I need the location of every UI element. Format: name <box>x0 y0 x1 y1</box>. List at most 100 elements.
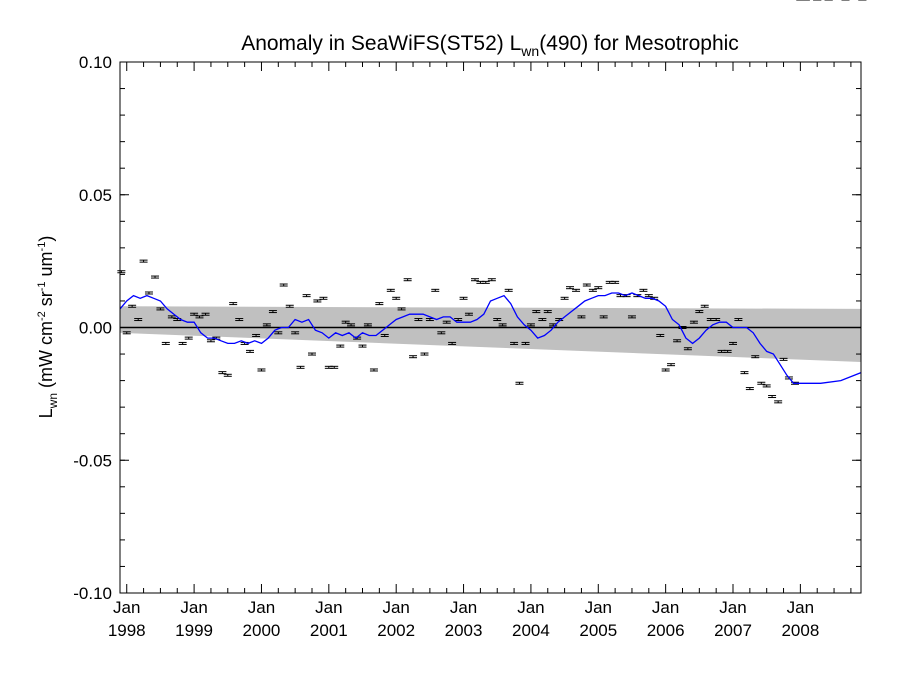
x-tick-month: Jan <box>315 598 342 617</box>
ylabel-units-open: (mW cm <box>36 321 56 393</box>
data-point <box>296 365 305 369</box>
data-point <box>510 341 519 345</box>
data-point <box>161 341 170 345</box>
x-tick-month: Jan <box>382 598 409 617</box>
data-point <box>639 288 648 292</box>
data-point <box>487 278 496 282</box>
data-point <box>700 304 709 308</box>
data-point <box>689 320 698 324</box>
ylabel-exp3: -1 <box>36 242 48 252</box>
x-tick-year: 2007 <box>714 621 752 640</box>
data-point <box>521 341 530 345</box>
uncertainty-band-layer <box>120 306 861 363</box>
data-point <box>414 318 423 322</box>
y-tick-label: -0.05 <box>73 451 112 470</box>
data-point <box>560 296 569 300</box>
data-point <box>762 384 771 388</box>
data-point <box>190 312 199 316</box>
data-point <box>751 355 760 359</box>
data-point <box>122 331 131 335</box>
data-point <box>515 381 524 385</box>
data-point <box>274 331 283 335</box>
data-point <box>201 312 210 316</box>
x-tick-year: 2008 <box>781 621 819 640</box>
data-point <box>268 310 277 314</box>
ylabel-main: L <box>36 408 56 418</box>
data-point <box>319 296 328 300</box>
x-tick-year: 2000 <box>243 621 281 640</box>
data-point <box>223 373 232 377</box>
data-point <box>229 302 238 306</box>
data-point <box>134 318 143 322</box>
data-point <box>729 341 738 345</box>
data-point <box>302 294 311 298</box>
data-point <box>363 323 372 327</box>
data-point <box>257 368 266 372</box>
data-point <box>235 318 244 322</box>
data-point <box>380 333 389 337</box>
y-axis-label: Lwn (mW cm-2 sr-1 um-1) <box>36 236 60 419</box>
data-point <box>459 296 468 300</box>
data-point <box>464 312 473 316</box>
data-point <box>588 288 597 292</box>
x-tick-year: 2002 <box>377 621 415 640</box>
data-point <box>330 365 339 369</box>
ylabel-exp2: -1 <box>36 281 48 291</box>
data-point <box>582 283 591 287</box>
title-main: Anomaly in SeaWiFS(ST52) L <box>241 32 521 55</box>
data-point <box>667 363 676 367</box>
data-points-layer <box>117 0 867 404</box>
x-tick-year: 2004 <box>512 621 550 640</box>
title-subscript: wn <box>520 43 539 59</box>
x-tick-month: Jan <box>517 598 544 617</box>
data-point <box>572 288 581 292</box>
axes-layer: -0.10 -0.05 0.00 0.05 0.10 Jan 1998 Jan 1999 Jan 2… <box>73 53 862 640</box>
data-point <box>543 310 552 314</box>
data-point <box>144 291 153 295</box>
data-point <box>397 307 406 311</box>
data-point <box>262 323 271 327</box>
data-point <box>774 400 783 404</box>
title-tail: (490) for Mesotrophic <box>539 32 739 55</box>
data-point <box>128 304 137 308</box>
data-point <box>526 323 535 327</box>
y-tick-label: -0.10 <box>73 584 112 603</box>
data-point <box>538 318 547 322</box>
data-point <box>757 381 766 385</box>
data-point <box>644 294 653 298</box>
data-point <box>151 275 160 279</box>
data-point <box>493 318 502 322</box>
data-point <box>117 270 126 274</box>
x-tick-month: Jan <box>248 598 275 617</box>
data-point <box>740 371 749 375</box>
x-tick-month: Jan <box>787 598 814 617</box>
data-point <box>178 341 187 345</box>
y-tick-label: 0.05 <box>79 186 112 205</box>
data-point <box>403 278 412 282</box>
data-point <box>252 333 261 337</box>
data-point <box>594 286 603 290</box>
x-tick-year: 1998 <box>108 621 146 640</box>
data-point <box>712 318 721 322</box>
ylabel-units-close: ) <box>36 236 56 242</box>
ylabel-subscript: wn <box>46 393 60 409</box>
data-point <box>683 347 692 351</box>
x-tick-month: Jan <box>113 598 140 617</box>
y-tick-label: 0.00 <box>79 319 112 338</box>
data-point <box>611 280 620 284</box>
x-tick-month: Jan <box>585 598 612 617</box>
ylabel-exp1: -2 <box>36 311 48 321</box>
uncertainty-band <box>120 306 861 363</box>
data-point <box>341 320 350 324</box>
x-tick-month: Jan <box>719 598 746 617</box>
data-point <box>206 339 215 343</box>
ylabel-mid1: sr <box>36 291 56 311</box>
data-point <box>599 315 608 319</box>
data-point <box>139 259 148 263</box>
data-point <box>392 296 401 300</box>
data-point <box>195 315 204 319</box>
x-tick-year: 2005 <box>579 621 617 640</box>
data-point <box>386 288 395 292</box>
data-point <box>218 371 227 375</box>
